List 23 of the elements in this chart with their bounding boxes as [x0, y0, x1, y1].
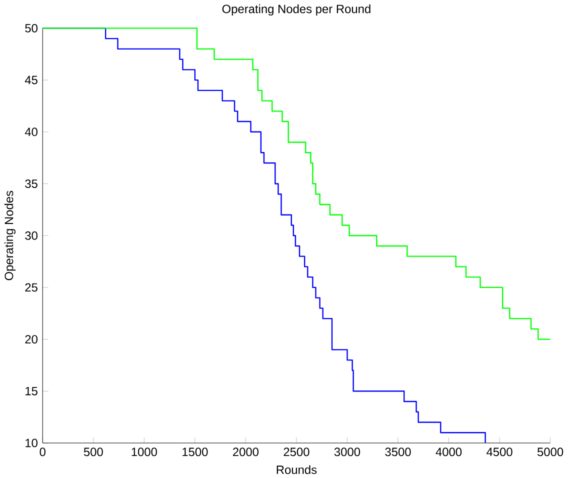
x-tick-label: 0: [40, 447, 46, 456]
y-tick-label: 50: [25, 24, 38, 32]
x-tick-label: 4500: [486, 447, 512, 456]
x-tick-label: 2000: [233, 447, 259, 456]
x-tick-label: 3500: [385, 447, 411, 456]
x-axis-title: Rounds: [276, 465, 317, 474]
y-tick-label: 20: [25, 334, 38, 344]
x-tick-label: 1000: [132, 447, 157, 456]
y-tick-label: 45: [24, 76, 38, 84]
x-tick-label: 5000: [538, 447, 564, 456]
y-tick-label: 30: [25, 231, 38, 240]
chart-title: Operating Nodes per Round: [222, 4, 370, 16]
y-tick-label: 35: [25, 179, 38, 188]
x-tick-label: 4000: [436, 447, 462, 456]
y-tick-label: 25: [25, 282, 38, 292]
y-tick-label: 15: [26, 386, 38, 396]
x-tick-label: 3000: [334, 447, 360, 456]
x-tick-label: 2500: [284, 447, 310, 456]
x-tick-label: 1500: [182, 447, 208, 456]
x-tick-label: 500: [84, 447, 103, 456]
y-axis-title: Operating Nodes: [4, 190, 16, 280]
y-tick-label: 10: [26, 438, 38, 448]
y-tick-label: 40: [24, 127, 38, 136]
